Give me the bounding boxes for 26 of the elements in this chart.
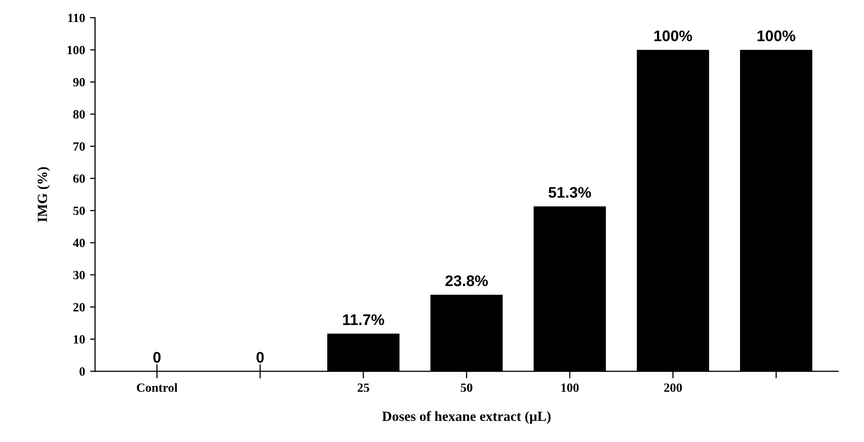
y-tick-label: 30 (73, 270, 85, 280)
y-tick-label: 70 (74, 142, 85, 151)
y-tick-label: 10 (74, 335, 85, 344)
y-tick-label: 110 (68, 14, 85, 22)
data-label: 0 (256, 352, 264, 363)
y-tick-label: 0 (80, 367, 85, 376)
y-tick-label: 60 (73, 174, 85, 183)
data-label: 11.7% (343, 314, 384, 326)
data-label: 23.8% (445, 275, 488, 286)
y-tick-label: 100 (68, 46, 85, 54)
data-label: 100% (758, 30, 796, 42)
x-tick-label: 200 (664, 383, 682, 392)
data-label: 100% (654, 30, 692, 42)
y-tick-label: 20 (73, 303, 85, 312)
y-tick-label: 50 (73, 206, 85, 216)
x-tick-label: 100 (561, 383, 579, 392)
y-tick-label: 90 (73, 78, 85, 86)
y-tick-label: 40 (72, 238, 85, 248)
data-label: 51.3% (548, 186, 592, 198)
x-tick-label: 25 (358, 383, 370, 392)
x-tick-label: 50 (460, 383, 472, 392)
y-tick-label: 80 (73, 110, 85, 119)
x-tick-label: Control (136, 383, 178, 392)
x-axis-title: Doses of hexane extract (µL) (382, 411, 551, 424)
data-label: 0 (153, 352, 161, 363)
y-axis-title: IMG (%) (37, 167, 50, 222)
